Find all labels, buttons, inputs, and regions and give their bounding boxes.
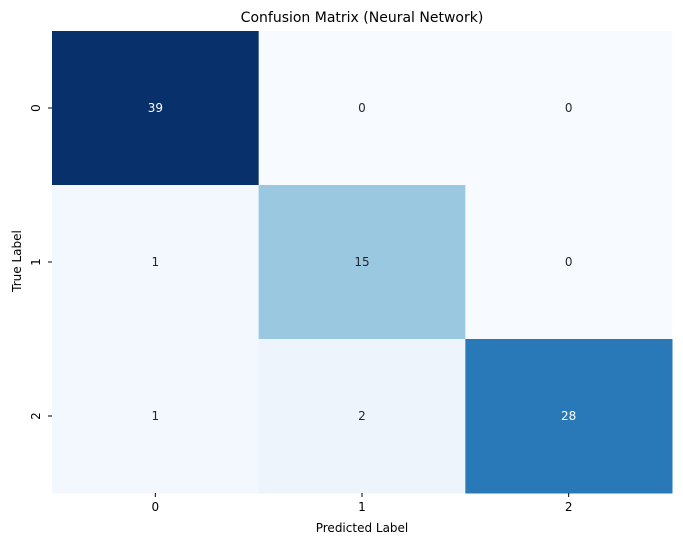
y-axis-label: True Label [10, 230, 24, 293]
cell-value-label: 39 [148, 101, 163, 115]
cell-value-label: 1 [152, 255, 160, 269]
x-axis-label: Predicted Label [316, 521, 409, 535]
heatmap-cell-r2-c1 [258, 339, 466, 494]
y-tick-label: 1 [29, 258, 43, 266]
x-axis-ticks: 0 1 2 [152, 493, 573, 514]
y-tick-label: 0 [29, 104, 43, 112]
heatmap-cell-r1-c0 [52, 185, 260, 340]
chart-title: Confusion Matrix (Neural Network) [241, 10, 484, 26]
cell-value-label: 15 [354, 255, 369, 269]
heatmap-cell-r2-c0 [52, 339, 260, 494]
heatmap-cell-r1-c1 [258, 185, 466, 340]
y-tick-label: 2 [29, 412, 43, 420]
heatmap-cell-r0-c2 [465, 31, 673, 186]
cell-value-label: 0 [565, 255, 573, 269]
x-tick-label: 2 [565, 500, 573, 514]
x-tick-label: 0 [152, 500, 160, 514]
cell-value-label: 1 [152, 409, 160, 423]
heatmap-cell-r0-c1 [258, 31, 466, 186]
cell-value-label: 0 [565, 101, 573, 115]
heatmap-cells: 39 0 0 1 15 0 1 2 28 [52, 31, 673, 494]
heatmap-cell-r0-c0 [52, 31, 260, 186]
cell-value-label: 0 [358, 101, 366, 115]
cell-value-label: 28 [561, 409, 576, 423]
y-axis-ticks: 0 1 2 [29, 104, 52, 420]
cell-value-label: 2 [358, 409, 366, 423]
heatmap-cell-r1-c2 [465, 185, 673, 340]
heatmap-cell-r2-c2 [465, 339, 673, 494]
x-tick-label: 1 [358, 500, 366, 514]
